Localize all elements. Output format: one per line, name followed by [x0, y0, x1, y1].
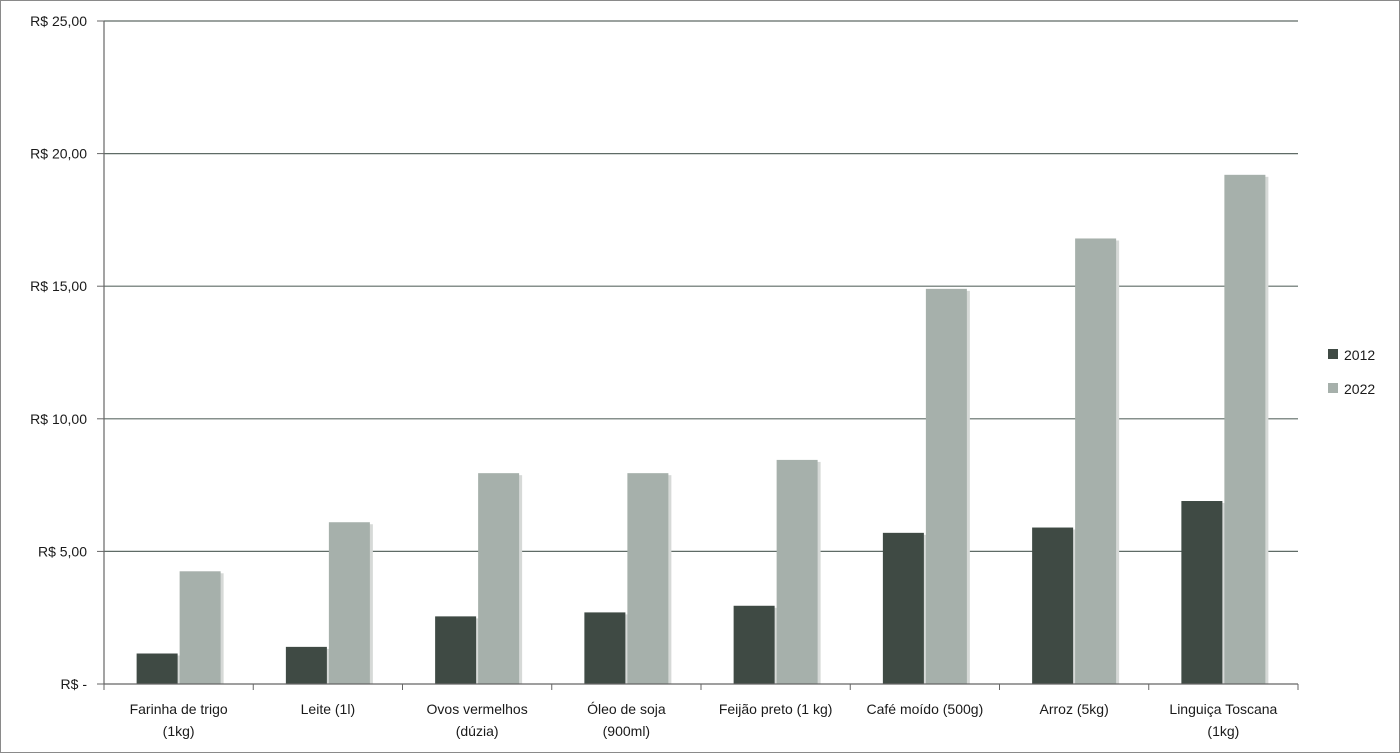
bar-2022	[1224, 174, 1266, 685]
bar-2022	[328, 522, 370, 684]
x-category-label: Óleo de soja	[587, 701, 666, 717]
x-category-label: Farinha de trigo	[130, 701, 228, 717]
x-category-label: Ovos vermelhos	[427, 701, 528, 717]
x-category-label: Leite (1l)	[301, 701, 355, 717]
x-category-label: Café moído (500g)	[867, 701, 984, 717]
x-category-label: Linguiça Toscana	[1169, 701, 1277, 717]
bar-2012	[1032, 527, 1074, 684]
bar-2012	[1181, 501, 1223, 684]
y-tick-label: R$ 25,00	[30, 13, 87, 29]
bar-2012	[435, 616, 477, 684]
bar-2012	[584, 612, 626, 684]
bar-2022	[925, 288, 967, 684]
bar-2022	[1075, 238, 1117, 685]
bar-2012	[882, 532, 924, 684]
y-tick-label: R$ 10,00	[30, 411, 87, 427]
x-category-label: (900ml)	[603, 723, 650, 739]
x-category-label: Arroz (5kg)	[1040, 701, 1109, 717]
bar-2012	[285, 646, 327, 684]
bar-2012	[136, 653, 178, 684]
legend-swatch	[1328, 383, 1338, 393]
bar-2022	[776, 459, 818, 684]
x-category-label: (1kg)	[163, 723, 195, 739]
y-tick-label: R$ -	[61, 676, 88, 692]
x-category-label: (dúzia)	[456, 723, 499, 739]
legend-swatch	[1328, 349, 1338, 359]
legend-label: 2022	[1344, 381, 1375, 397]
bar-2022	[627, 473, 669, 684]
x-category-label: (1kg)	[1207, 723, 1239, 739]
bar-2012	[733, 605, 775, 684]
y-tick-label: R$ 20,00	[30, 146, 87, 162]
bar-2022	[478, 473, 520, 684]
bar-2022	[179, 571, 221, 684]
x-category-label: Feijão preto (1 kg)	[719, 701, 833, 717]
y-tick-label: R$ 15,00	[30, 278, 87, 294]
legend-label: 2012	[1344, 347, 1375, 363]
y-tick-label: R$ 5,00	[38, 543, 87, 559]
